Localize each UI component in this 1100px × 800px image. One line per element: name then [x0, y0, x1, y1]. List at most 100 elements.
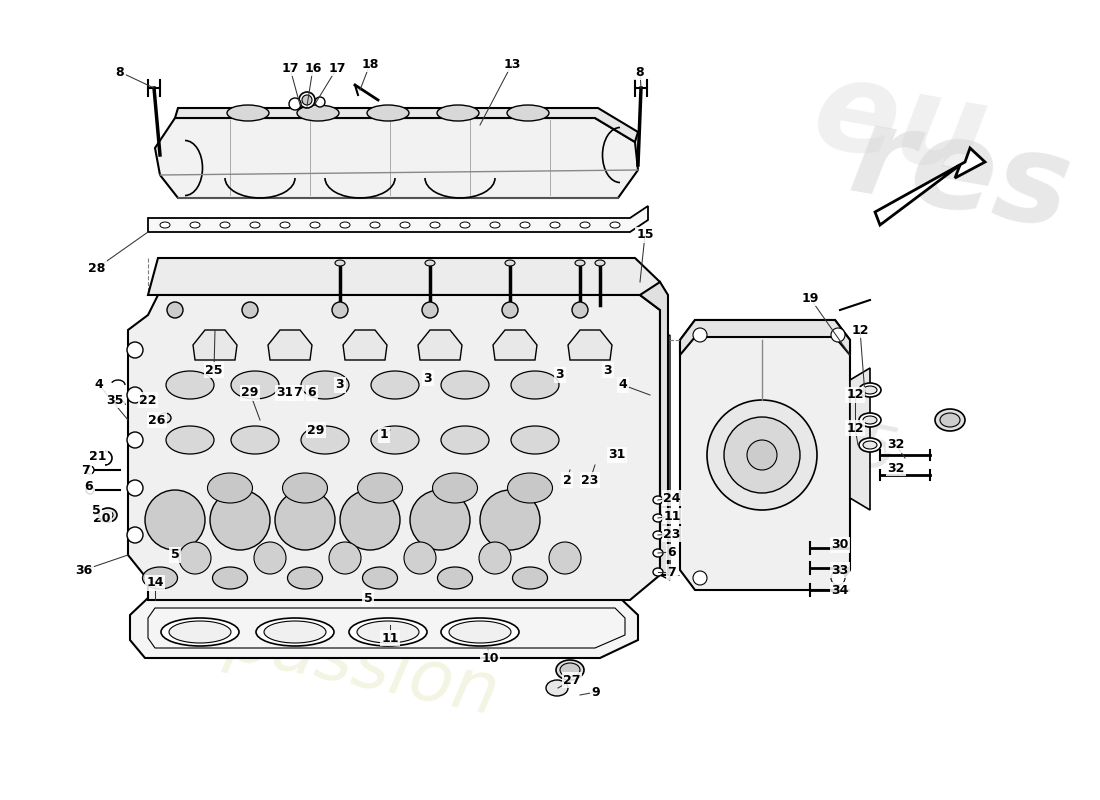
Circle shape	[275, 490, 336, 550]
Circle shape	[830, 328, 845, 342]
Ellipse shape	[310, 222, 320, 228]
Ellipse shape	[212, 567, 248, 589]
Circle shape	[289, 98, 301, 110]
Circle shape	[747, 440, 777, 470]
Text: 26: 26	[148, 414, 166, 426]
Circle shape	[126, 432, 143, 448]
Ellipse shape	[438, 567, 473, 589]
Text: 29: 29	[241, 386, 258, 399]
Text: 17: 17	[282, 62, 299, 74]
Text: 29: 29	[307, 423, 324, 437]
Text: 30: 30	[832, 538, 849, 551]
Text: 11: 11	[663, 510, 681, 522]
Ellipse shape	[653, 568, 663, 576]
Text: 9: 9	[592, 686, 601, 698]
Text: 17: 17	[328, 62, 345, 74]
Ellipse shape	[370, 222, 379, 228]
Polygon shape	[874, 148, 984, 225]
Circle shape	[299, 92, 315, 108]
Ellipse shape	[441, 426, 490, 454]
Ellipse shape	[371, 371, 419, 399]
Ellipse shape	[610, 222, 620, 228]
Ellipse shape	[864, 441, 877, 449]
Polygon shape	[148, 258, 660, 310]
Polygon shape	[418, 330, 462, 360]
Ellipse shape	[227, 105, 270, 121]
Circle shape	[830, 571, 845, 585]
Ellipse shape	[441, 618, 519, 646]
Ellipse shape	[280, 222, 290, 228]
Ellipse shape	[935, 409, 965, 431]
Ellipse shape	[460, 222, 470, 228]
Polygon shape	[128, 295, 660, 600]
Ellipse shape	[507, 473, 552, 503]
Ellipse shape	[86, 486, 94, 494]
Polygon shape	[268, 330, 312, 360]
Circle shape	[126, 527, 143, 543]
Text: 8: 8	[116, 66, 124, 78]
Text: 25: 25	[206, 363, 222, 377]
Text: 15: 15	[636, 229, 653, 242]
Ellipse shape	[231, 426, 279, 454]
Ellipse shape	[441, 371, 490, 399]
Circle shape	[242, 302, 258, 318]
Text: 7: 7	[668, 566, 676, 578]
Circle shape	[126, 342, 143, 358]
Polygon shape	[640, 282, 668, 575]
Ellipse shape	[231, 371, 279, 399]
Polygon shape	[175, 108, 638, 142]
Ellipse shape	[550, 222, 560, 228]
Ellipse shape	[349, 618, 427, 646]
Ellipse shape	[859, 383, 881, 397]
Ellipse shape	[400, 222, 410, 228]
Circle shape	[422, 302, 438, 318]
Ellipse shape	[143, 567, 177, 589]
Polygon shape	[343, 330, 387, 360]
Circle shape	[693, 571, 707, 585]
Ellipse shape	[358, 473, 403, 503]
Text: 22: 22	[140, 394, 156, 406]
Ellipse shape	[160, 222, 170, 228]
Ellipse shape	[340, 222, 350, 228]
Ellipse shape	[859, 413, 881, 427]
Ellipse shape	[864, 386, 877, 394]
Circle shape	[480, 490, 540, 550]
Text: 11: 11	[382, 631, 398, 645]
Ellipse shape	[507, 105, 549, 121]
Text: eu: eu	[804, 50, 997, 200]
Polygon shape	[680, 320, 850, 355]
Ellipse shape	[580, 222, 590, 228]
Polygon shape	[680, 320, 850, 590]
Circle shape	[315, 97, 324, 107]
Ellipse shape	[512, 371, 559, 399]
Ellipse shape	[653, 549, 663, 557]
Text: 12: 12	[846, 422, 864, 434]
Ellipse shape	[505, 260, 515, 266]
Text: 32: 32	[888, 462, 904, 474]
Text: 6: 6	[668, 546, 676, 558]
Circle shape	[707, 400, 817, 510]
Ellipse shape	[264, 621, 326, 643]
Ellipse shape	[256, 618, 334, 646]
Ellipse shape	[653, 496, 663, 504]
Ellipse shape	[859, 438, 881, 452]
Ellipse shape	[297, 105, 339, 121]
Text: 19: 19	[801, 291, 818, 305]
Text: 7: 7	[81, 463, 90, 477]
Ellipse shape	[301, 371, 349, 399]
Text: 20: 20	[94, 511, 111, 525]
Circle shape	[502, 302, 518, 318]
Ellipse shape	[86, 466, 94, 474]
Polygon shape	[568, 330, 612, 360]
Ellipse shape	[358, 621, 419, 643]
Text: 6: 6	[85, 481, 94, 494]
Polygon shape	[192, 330, 236, 360]
Text: 33: 33	[832, 563, 848, 577]
Text: eu: eu	[87, 282, 573, 678]
Text: res: res	[840, 96, 1079, 254]
Circle shape	[572, 302, 588, 318]
Circle shape	[340, 490, 400, 550]
Text: 34: 34	[832, 583, 849, 597]
Text: 3: 3	[556, 369, 564, 382]
Circle shape	[549, 542, 581, 574]
